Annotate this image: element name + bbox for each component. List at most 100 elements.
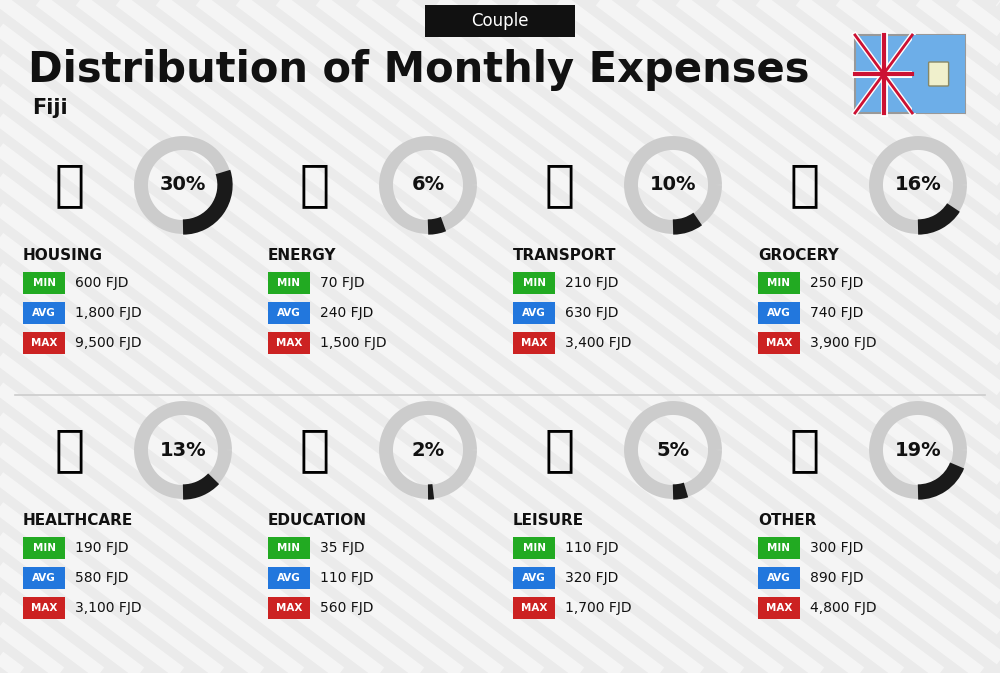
Text: 🚌: 🚌 — [545, 161, 575, 209]
FancyBboxPatch shape — [268, 302, 310, 324]
Text: 3,400 FJD: 3,400 FJD — [565, 336, 632, 350]
FancyBboxPatch shape — [758, 537, 800, 559]
Text: MAX: MAX — [521, 603, 547, 613]
Text: MIN: MIN — [278, 278, 300, 288]
Text: HOUSING: HOUSING — [23, 248, 103, 263]
Text: MAX: MAX — [276, 603, 302, 613]
FancyBboxPatch shape — [513, 537, 555, 559]
FancyBboxPatch shape — [513, 272, 555, 294]
FancyBboxPatch shape — [268, 537, 310, 559]
FancyBboxPatch shape — [758, 597, 800, 619]
Text: AVG: AVG — [277, 573, 301, 583]
Text: 13%: 13% — [160, 441, 206, 460]
Text: 300 FJD: 300 FJD — [810, 541, 863, 555]
Text: MAX: MAX — [766, 338, 792, 348]
Text: 30%: 30% — [160, 176, 206, 194]
Text: MIN: MIN — [522, 543, 546, 553]
Text: 890 FJD: 890 FJD — [810, 571, 864, 585]
Text: 1,800 FJD: 1,800 FJD — [75, 306, 142, 320]
Text: Distribution of Monthly Expenses: Distribution of Monthly Expenses — [28, 49, 810, 91]
Text: 🛒: 🛒 — [790, 161, 820, 209]
Text: EDUCATION: EDUCATION — [268, 513, 367, 528]
FancyBboxPatch shape — [758, 332, 800, 354]
Text: MAX: MAX — [31, 603, 57, 613]
Text: 9,500 FJD: 9,500 FJD — [75, 336, 142, 350]
Text: HEALTHCARE: HEALTHCARE — [23, 513, 133, 528]
Text: 3,900 FJD: 3,900 FJD — [810, 336, 877, 350]
Text: 70 FJD: 70 FJD — [320, 276, 365, 290]
Text: AVG: AVG — [522, 573, 546, 583]
FancyBboxPatch shape — [268, 332, 310, 354]
Text: 1,500 FJD: 1,500 FJD — [320, 336, 387, 350]
Text: AVG: AVG — [277, 308, 301, 318]
Text: Couple: Couple — [471, 12, 529, 30]
Text: 250 FJD: 250 FJD — [810, 276, 863, 290]
Text: LEISURE: LEISURE — [513, 513, 584, 528]
FancyBboxPatch shape — [513, 332, 555, 354]
FancyBboxPatch shape — [855, 35, 965, 113]
Text: ENERGY: ENERGY — [268, 248, 336, 263]
Text: 5%: 5% — [656, 441, 690, 460]
Text: MAX: MAX — [31, 338, 57, 348]
Text: 740 FJD: 740 FJD — [810, 306, 863, 320]
Text: GROCERY: GROCERY — [758, 248, 839, 263]
FancyBboxPatch shape — [23, 537, 65, 559]
Text: OTHER: OTHER — [758, 513, 816, 528]
FancyBboxPatch shape — [513, 567, 555, 589]
Text: 580 FJD: 580 FJD — [75, 571, 128, 585]
FancyBboxPatch shape — [425, 5, 575, 37]
Text: MAX: MAX — [276, 338, 302, 348]
Text: 💰: 💰 — [790, 426, 820, 474]
FancyBboxPatch shape — [513, 302, 555, 324]
Text: 10%: 10% — [650, 176, 696, 194]
Text: 4,800 FJD: 4,800 FJD — [810, 601, 877, 615]
FancyBboxPatch shape — [758, 272, 800, 294]
Text: AVG: AVG — [767, 308, 791, 318]
Text: MAX: MAX — [521, 338, 547, 348]
Text: 630 FJD: 630 FJD — [565, 306, 618, 320]
Text: 110 FJD: 110 FJD — [320, 571, 374, 585]
FancyBboxPatch shape — [23, 272, 65, 294]
FancyBboxPatch shape — [758, 567, 800, 589]
Text: Fiji: Fiji — [32, 98, 68, 118]
Text: TRANSPORT: TRANSPORT — [513, 248, 616, 263]
Text: MIN: MIN — [522, 278, 546, 288]
Text: 560 FJD: 560 FJD — [320, 601, 374, 615]
FancyBboxPatch shape — [758, 302, 800, 324]
Text: 🏥: 🏥 — [55, 426, 85, 474]
Text: 16%: 16% — [895, 176, 941, 194]
Text: MIN: MIN — [768, 278, 790, 288]
Text: MAX: MAX — [766, 603, 792, 613]
Text: 110 FJD: 110 FJD — [565, 541, 619, 555]
FancyBboxPatch shape — [268, 597, 310, 619]
Text: MIN: MIN — [32, 543, 56, 553]
Text: 320 FJD: 320 FJD — [565, 571, 618, 585]
Text: MIN: MIN — [32, 278, 56, 288]
FancyBboxPatch shape — [23, 302, 65, 324]
Text: AVG: AVG — [522, 308, 546, 318]
Text: AVG: AVG — [767, 573, 791, 583]
FancyBboxPatch shape — [23, 332, 65, 354]
FancyBboxPatch shape — [23, 567, 65, 589]
Text: 🎓: 🎓 — [300, 426, 330, 474]
Text: AVG: AVG — [32, 573, 56, 583]
Text: 240 FJD: 240 FJD — [320, 306, 373, 320]
FancyBboxPatch shape — [268, 567, 310, 589]
Text: 🛍: 🛍 — [545, 426, 575, 474]
Text: MIN: MIN — [278, 543, 300, 553]
FancyBboxPatch shape — [929, 62, 949, 86]
Text: 3,100 FJD: 3,100 FJD — [75, 601, 142, 615]
Text: 19%: 19% — [895, 441, 941, 460]
Text: MIN: MIN — [768, 543, 790, 553]
Text: 600 FJD: 600 FJD — [75, 276, 128, 290]
FancyBboxPatch shape — [912, 35, 965, 113]
Text: 210 FJD: 210 FJD — [565, 276, 618, 290]
Text: 🔌: 🔌 — [300, 161, 330, 209]
Text: AVG: AVG — [32, 308, 56, 318]
Text: 190 FJD: 190 FJD — [75, 541, 129, 555]
FancyBboxPatch shape — [23, 597, 65, 619]
Text: 35 FJD: 35 FJD — [320, 541, 365, 555]
Text: 1,700 FJD: 1,700 FJD — [565, 601, 632, 615]
FancyBboxPatch shape — [513, 597, 555, 619]
Text: 🏢: 🏢 — [55, 161, 85, 209]
